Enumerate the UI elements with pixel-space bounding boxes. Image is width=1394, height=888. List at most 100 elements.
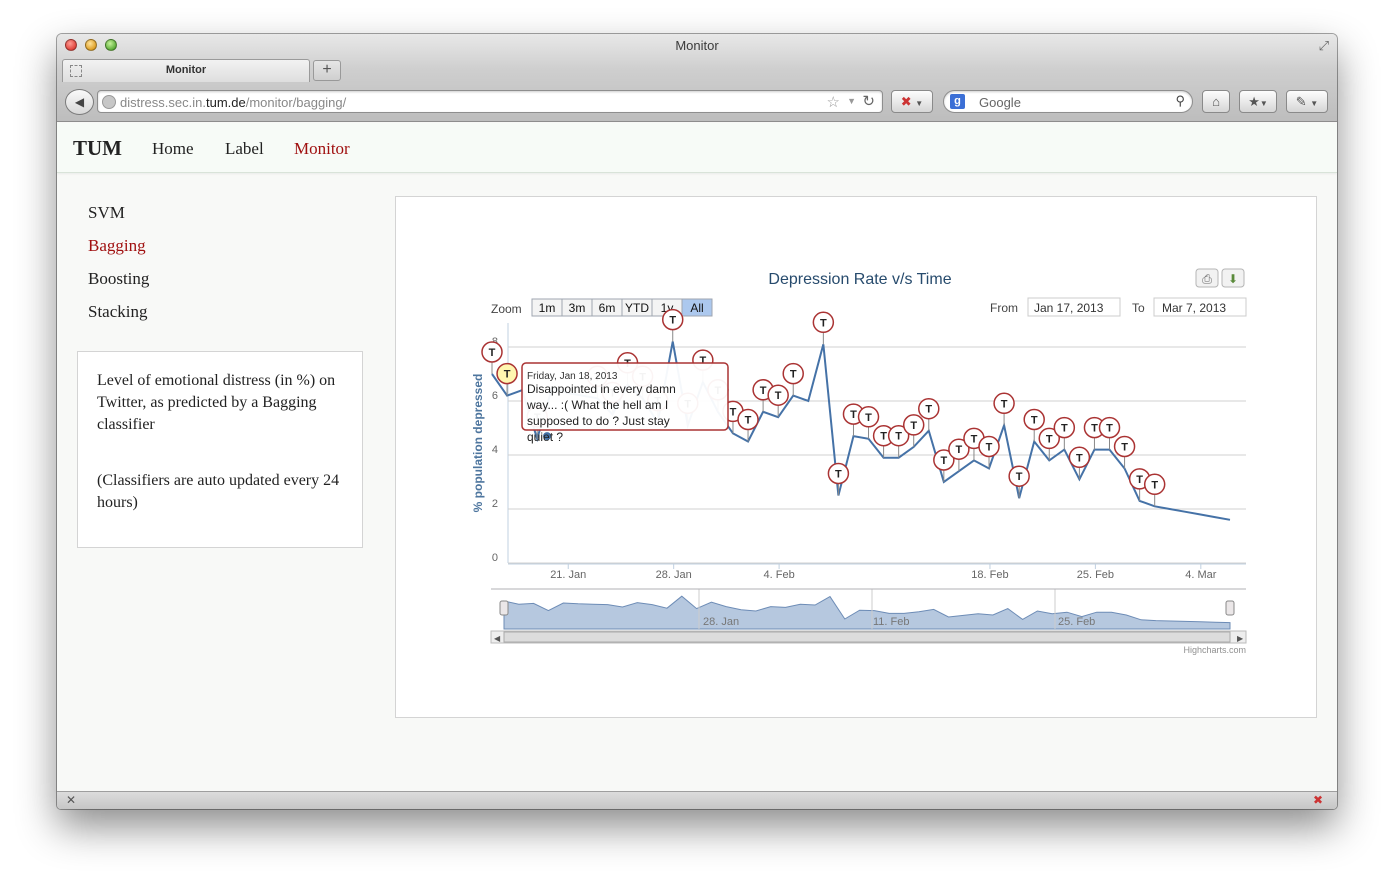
from-label: From [990,301,1018,315]
tweet-flag[interactable]: T [933,449,955,482]
address-bar[interactable]: distress.sec.in.tum.de/monitor/bagging/ … [97,90,883,113]
tweet-flag[interactable]: T [1068,446,1091,480]
tweet-flag[interactable]: T [918,397,940,431]
url-text[interactable]: distress.sec.in.tum.de/monitor/bagging/ [120,95,346,110]
fullscreen-icon[interactable]: ⤢ [1318,38,1329,53]
zoom-button-all[interactable]: All [681,298,713,317]
zoom-button-1m[interactable]: 1m [531,298,563,317]
adblock-button[interactable]: ✖ ▼ [891,90,933,113]
flag-bubble [1023,408,1045,431]
tweet-flag[interactable]: T [1023,408,1045,442]
flag-letter: T [669,315,676,327]
from-date-input[interactable] [1027,297,1121,317]
zoom-button-ytd[interactable]: YTD [621,298,653,317]
flag-letter: T [745,415,752,427]
tweet-flag[interactable]: T [1053,416,1076,450]
flag-letter: T [956,444,963,456]
minimize-window-button[interactable] [85,39,97,51]
tweet-flag[interactable]: T [978,435,1000,469]
tweet-flag[interactable]: T [481,341,503,374]
sidebar-item-svm[interactable]: SVM [88,203,125,222]
tweet-flag[interactable]: T [1083,416,1106,450]
print-button[interactable]: ⎙ [1195,268,1219,288]
bookmarks-button[interactable]: ★▼ [1239,90,1277,113]
nav-home[interactable]: Home [152,139,194,158]
tweet-flag[interactable]: T [1008,465,1030,499]
back-button[interactable]: ◀ [65,89,94,115]
zoom-button-6m[interactable]: 6m [591,298,623,317]
zoom-buttons: 1m 3m 6m YTD 1y All [531,298,713,317]
flag-bubble [812,311,835,334]
url-prefix: distress.sec.in. [120,95,206,110]
nav-monitor[interactable]: Monitor [294,139,350,158]
sidebar-item-bagging[interactable]: Bagging [88,236,146,255]
tweet-flag[interactable]: T [857,406,880,439]
sidebar-item-stacking[interactable]: Stacking [88,302,148,321]
zoom-window-button[interactable] [105,39,117,51]
zoom-button-3m[interactable]: 3m [561,298,593,317]
tweet-flag[interactable]: T [902,414,925,447]
flag-letter: T [865,412,872,424]
close-window-button[interactable] [65,39,77,51]
bookmark-star-icon[interactable]: ☆ [826,94,840,111]
tweet-flag[interactable]: T [1098,416,1121,450]
url-dropdown-icon[interactable]: ▼ [847,96,856,106]
navigator-handle[interactable] [499,600,509,616]
tweet-flag[interactable]: T [496,362,518,396]
y-tick-label: 4 [492,444,498,456]
chart-panel: Depression Rate v/s Time ⎙ ⬇ Zoom 1m 3m 6m… [395,196,1317,718]
range-navigator[interactable]: 28. Jan 11. Feb 25. Feb◀ ▶ [490,588,1247,644]
sidebar-item-boosting[interactable]: Boosting [88,269,150,288]
tweet-flag[interactable]: T [872,424,895,458]
flag-letter: T [1076,452,1083,464]
x-tick-label: 21. Jan [550,569,586,581]
flag-bubble [496,362,518,385]
navigator-scrollbar[interactable]: ◀ ▶ [490,630,1247,644]
tweet-flag[interactable]: T [887,424,910,458]
tweet-flag[interactable]: T [812,311,835,345]
home-button[interactable]: ⌂ [1202,90,1230,113]
x-tick-label: 4. Mar [1185,569,1217,581]
new-tab-button[interactable]: + [313,60,341,81]
search-field[interactable]: g Google ⚲ [943,90,1193,113]
navigator-handle[interactable] [1225,600,1235,616]
depression-rate-chart[interactable]: Depression Rate v/s Time ⎙ ⬇ Zoom 1m 3m 6m… [396,197,1318,719]
tweet-flag[interactable]: T [782,362,804,396]
tweet-flag[interactable]: T [767,384,789,418]
navigator-label: 25. Feb [1058,616,1095,628]
flag-letter: T [971,433,978,445]
zoom-button-label: 1m [539,301,556,315]
close-status-icon[interactable]: ✕ [66,793,77,807]
tweet-flag[interactable]: T [1038,427,1061,461]
tweet-flag[interactable]: T [737,408,759,442]
nav-label[interactable]: Label [225,139,264,158]
tooltip: Friday, Jan 18, 2013 Disappointed in eve… [521,362,729,444]
credits-link[interactable]: Highcharts.com [1183,645,1246,655]
reload-icon[interactable]: ↻ [862,93,875,110]
tweet-flag[interactable]: T [827,462,850,496]
x-tick-label: 28. Jan [656,569,692,581]
flag-letter: T [835,469,842,481]
tweet-flag[interactable]: T [948,438,970,472]
tools-button[interactable]: ✎ ▼ [1286,90,1328,113]
tweet-flag[interactable]: T [993,392,1015,426]
to-date-input[interactable] [1153,297,1247,317]
flag-bubble [1068,446,1091,469]
export-button[interactable]: ⬇ [1221,268,1245,288]
flag-bubble [1038,427,1061,450]
y-tick-label: 2 [492,498,498,510]
chevron-down-icon: ▼ [915,99,924,108]
search-placeholder: Google [979,95,1021,110]
search-icon[interactable]: ⚲ [1175,93,1185,108]
flag-bubble [902,414,925,436]
top-navbar: TUM Home Label Monitor [57,123,1337,173]
tweet-flag[interactable]: T [661,308,684,342]
tweet-flag[interactable]: T [1113,435,1136,469]
brand-logo[interactable]: TUM [73,136,122,160]
flag-letter: T [1031,415,1038,427]
browser-tab[interactable]: Monitor [62,59,310,82]
tweet-flag[interactable]: T [1143,473,1166,507]
flag-bubble [857,406,880,428]
flag-letter: T [850,409,857,421]
flag-letter: T [489,347,496,359]
